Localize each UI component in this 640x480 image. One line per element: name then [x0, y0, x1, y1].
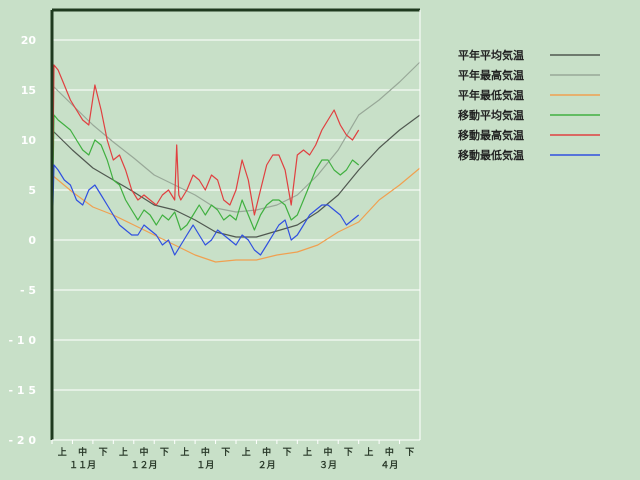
- y-tick-label: 5: [28, 184, 36, 197]
- series-line: [51, 114, 360, 241]
- x-month-label: ２月: [258, 460, 276, 471]
- legend-entry-label: 移動最低気温: [458, 148, 524, 162]
- x-period-label: 中: [323, 446, 332, 458]
- legend-entry-label: 平年平均気温: [458, 48, 524, 62]
- axis-layer: 20151050- 5- 1 0- 1 5- 2 0上中下上中下上中下上中下上中…: [8, 8, 421, 471]
- x-month-label: ３月: [319, 460, 337, 471]
- x-period-label: 上: [180, 446, 189, 458]
- series-line: [51, 64, 360, 241]
- series-line: [51, 164, 360, 256]
- x-period-label: 下: [160, 447, 169, 458]
- x-period-label: 上: [119, 446, 128, 458]
- y-tick-label: - 2 0: [8, 434, 36, 447]
- x-period-label: 中: [201, 446, 210, 458]
- y-tick-label: 10: [21, 134, 37, 147]
- x-period-label: 下: [344, 447, 353, 458]
- legend-entry-label: 平年最高気温: [458, 68, 524, 82]
- legend-entry-label: 平年最低気温: [458, 88, 524, 102]
- x-period-label: 上: [58, 446, 67, 458]
- series-layer: [51, 61, 421, 263]
- x-period-label: 上: [303, 446, 312, 458]
- series-line: [51, 167, 421, 263]
- x-period-label: 下: [405, 447, 414, 458]
- series-line: [51, 61, 421, 213]
- x-period-label: 上: [242, 446, 251, 458]
- y-tick-label: 20: [21, 34, 37, 47]
- y-tick-label: - 1 5: [8, 384, 36, 397]
- x-period-label: 中: [139, 446, 148, 458]
- x-period-label: 中: [262, 446, 271, 458]
- grid-layer: [52, 39, 420, 441]
- x-period-label: 中: [385, 446, 394, 458]
- x-month-label: １１月: [69, 460, 96, 471]
- x-period-label: 下: [283, 447, 292, 458]
- y-tick-label: 15: [21, 84, 36, 97]
- x-period-label: 上: [364, 446, 373, 458]
- x-month-label: １月: [196, 460, 214, 471]
- y-tick-label: 0: [28, 234, 36, 247]
- y-tick-label: - 1 0: [8, 334, 36, 347]
- legend-entry-label: 移動平均気温: [458, 108, 524, 122]
- x-period-label: 中: [78, 446, 87, 458]
- x-month-label: １２月: [130, 460, 157, 471]
- legend-entry-label: 移動最高気温: [458, 128, 524, 142]
- x-month-label: ４月: [380, 460, 398, 471]
- y-tick-label: - 5: [20, 284, 36, 297]
- x-period-label: 下: [99, 447, 108, 458]
- x-period-label: 下: [221, 447, 230, 458]
